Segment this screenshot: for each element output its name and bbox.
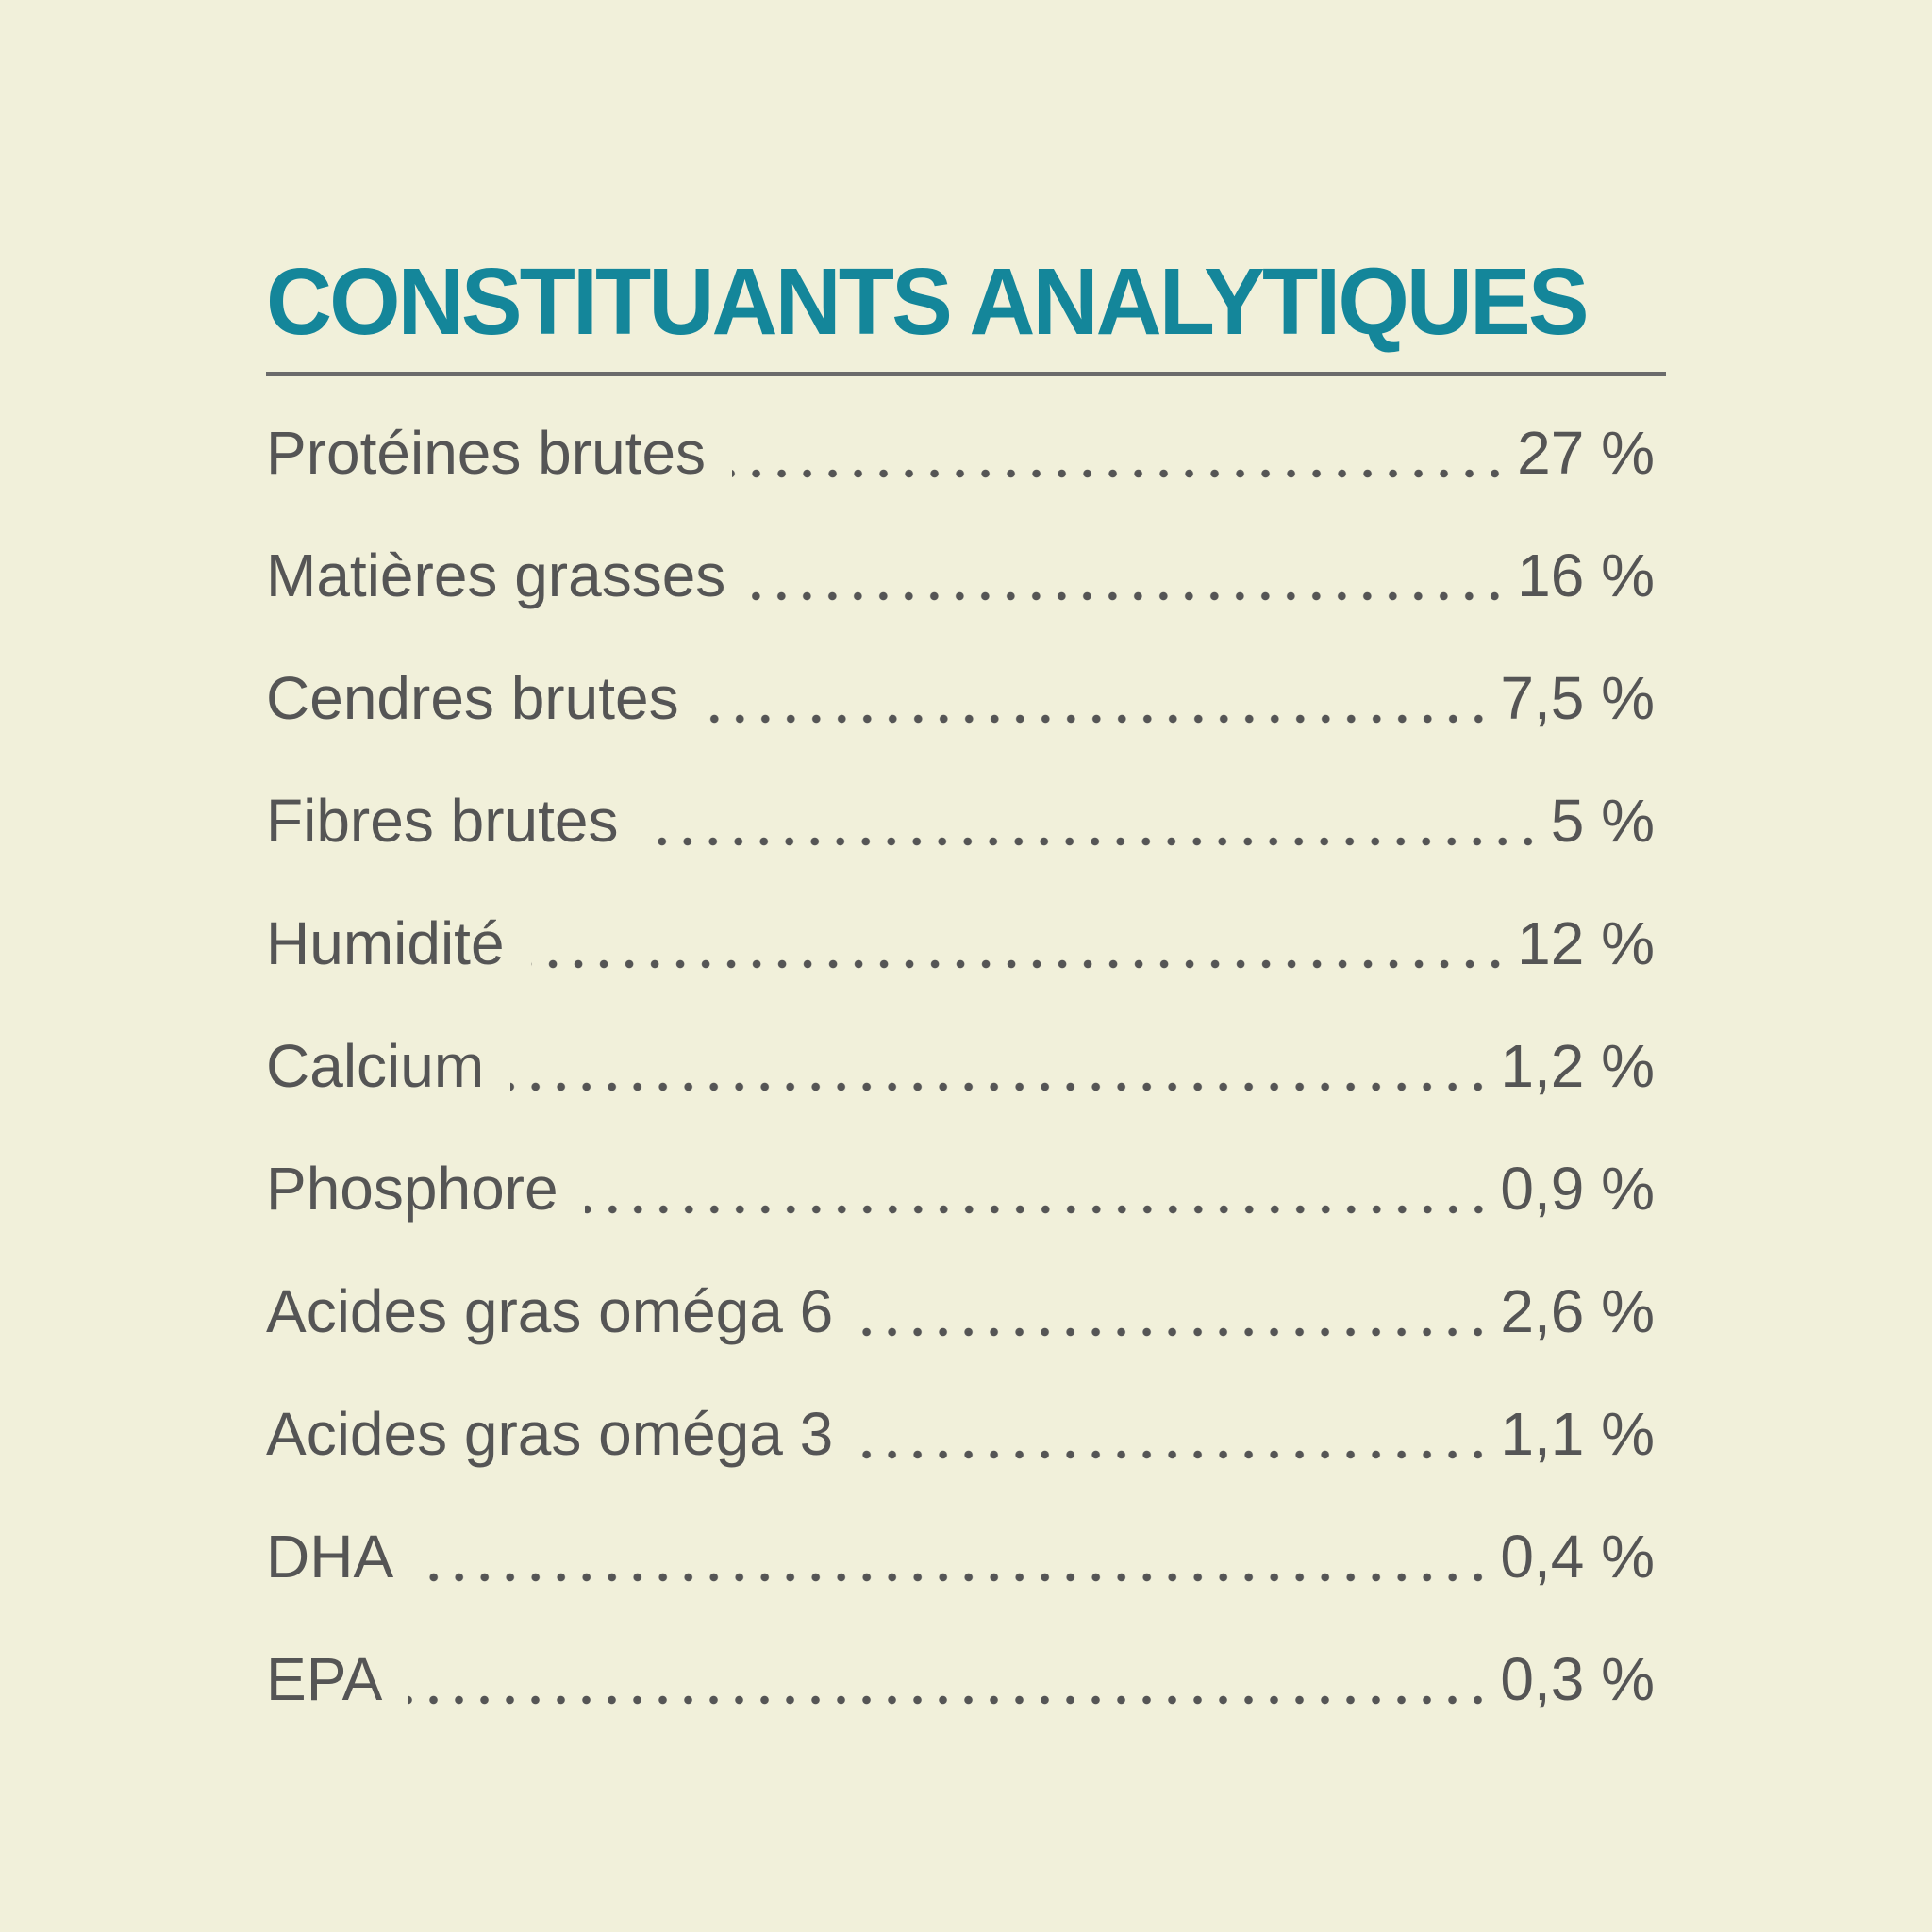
table-row: Acides gras oméga 3 1,1 % xyxy=(266,1377,1655,1500)
dot-leader xyxy=(644,836,1541,847)
dot-leader xyxy=(420,1572,1491,1583)
row-label: Protéines brutes xyxy=(266,419,707,487)
dot-leader xyxy=(732,468,1508,479)
dot-leader xyxy=(752,591,1508,602)
row-value: 2,6 % xyxy=(1500,1277,1655,1345)
row-label: DHA xyxy=(266,1523,394,1591)
dot-leader xyxy=(859,1449,1491,1460)
row-label: Matières grasses xyxy=(266,541,726,609)
row-label: Cendres brutes xyxy=(266,664,679,732)
row-label: Acides gras oméga 6 xyxy=(266,1277,834,1345)
title-rule xyxy=(266,372,1666,376)
row-label: Acides gras oméga 3 xyxy=(266,1400,834,1468)
row-value: 16 % xyxy=(1517,541,1655,609)
row-value: 27 % xyxy=(1517,419,1655,487)
row-value: 12 % xyxy=(1517,909,1655,977)
row-label: Calcium xyxy=(266,1032,485,1100)
dot-leader xyxy=(584,1204,1491,1215)
table-row: Humidité 12 % xyxy=(266,887,1655,1009)
dot-leader xyxy=(408,1694,1491,1706)
row-label: Phosphore xyxy=(266,1155,558,1223)
title: CONSTITUANTS ANALYTIQUES xyxy=(266,249,1590,355)
table-row: Fibres brutes 5 % xyxy=(266,764,1655,887)
table-row: Cendres brutes 7,5 % xyxy=(266,641,1655,764)
table-row: Matières grasses 16 % xyxy=(266,519,1655,641)
row-value: 0,3 % xyxy=(1500,1645,1655,1713)
table-row: Phosphore 0,9 % xyxy=(266,1132,1655,1255)
row-value: 1,2 % xyxy=(1500,1032,1655,1100)
row-value: 5 % xyxy=(1550,787,1655,855)
table-row: Protéines brutes 27 % xyxy=(266,396,1655,519)
row-value: 0,4 % xyxy=(1500,1523,1655,1591)
dot-leader xyxy=(530,958,1508,970)
table: Protéines brutes 27 % Matières grasses 16 %… xyxy=(266,396,1655,1745)
row-value: 1,1 % xyxy=(1500,1400,1655,1468)
row-label: Humidité xyxy=(266,909,505,977)
table-row: DHA 0,4 % xyxy=(266,1500,1655,1623)
row-label: Fibres brutes xyxy=(266,787,619,855)
table-row: EPA 0,3 % xyxy=(266,1623,1655,1745)
row-value: 0,9 % xyxy=(1500,1155,1655,1223)
dot-leader xyxy=(510,1081,1491,1092)
dot-leader xyxy=(705,713,1491,724)
row-label: EPA xyxy=(266,1645,383,1713)
dot-leader xyxy=(859,1326,1491,1338)
row-value: 7,5 % xyxy=(1500,664,1655,732)
table-row: Calcium 1,2 % xyxy=(266,1009,1655,1132)
table-row: Acides gras oméga 6 2,6 % xyxy=(266,1255,1655,1377)
